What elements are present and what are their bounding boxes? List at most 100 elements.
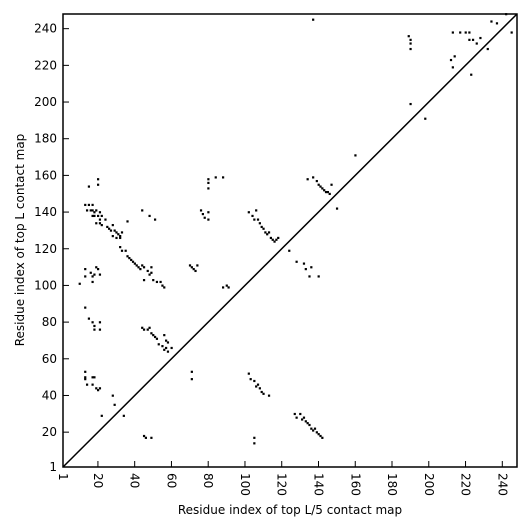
contact-point — [207, 178, 210, 181]
contact-point — [148, 273, 151, 276]
contact-point — [146, 269, 149, 273]
contact-point — [471, 38, 475, 41]
contact-point — [260, 225, 263, 229]
contact-point — [113, 403, 116, 406]
contact-point — [91, 209, 94, 212]
contact-point — [409, 102, 412, 106]
contact-point — [312, 176, 315, 179]
contact-point — [221, 176, 225, 179]
contact-point — [304, 420, 307, 423]
contact-point — [141, 264, 144, 267]
y-tick-label: 180 — [34, 132, 57, 146]
contact-point — [155, 280, 159, 284]
contact-point — [91, 275, 94, 278]
contact-point — [150, 271, 153, 274]
contact-point — [321, 187, 324, 190]
contact-point — [328, 192, 331, 196]
contact-point — [317, 275, 320, 278]
contact-point — [255, 385, 258, 388]
contact-point — [120, 249, 124, 252]
contact-point — [335, 207, 339, 210]
x-tick-label: 200 — [422, 473, 436, 496]
contact-point — [104, 218, 107, 221]
contact-point — [91, 214, 94, 218]
x-tick-label: 80 — [201, 473, 215, 488]
contact-point — [468, 31, 471, 34]
contact-point — [100, 214, 103, 218]
contact-point — [87, 203, 91, 207]
contact-point — [330, 183, 333, 186]
x-tick-label: 240 — [495, 473, 509, 496]
contact-point — [221, 286, 225, 289]
contact-point — [93, 324, 96, 328]
contact-point — [139, 268, 142, 271]
contact-point — [97, 178, 100, 181]
contact-point — [152, 334, 155, 337]
contact-point — [98, 321, 102, 324]
contact-point — [97, 389, 100, 392]
contact-point — [308, 275, 311, 278]
contact-point — [91, 376, 94, 379]
contact-point — [407, 35, 410, 38]
contact-point — [117, 233, 120, 236]
contact-point — [310, 266, 313, 269]
x-tick-label: 160 — [348, 473, 362, 496]
contact-point — [277, 236, 280, 240]
contact-point — [152, 279, 155, 282]
contact-point — [115, 236, 118, 240]
contact-point — [97, 214, 100, 218]
contact-point — [225, 284, 228, 287]
contact-point — [130, 258, 133, 262]
contact-point — [409, 42, 412, 45]
contact-point — [165, 346, 168, 350]
contact-point — [142, 328, 146, 331]
contact-point — [170, 346, 173, 350]
contact-point — [111, 223, 114, 227]
x-axis-label: Residue index of top L/5 contact map — [178, 503, 402, 517]
contact-point — [271, 238, 274, 241]
y-axis-label: Residue index of top L contact map — [13, 134, 27, 347]
contact-point — [100, 414, 103, 417]
contact-point — [262, 392, 265, 395]
y-tick-label: 140 — [34, 205, 57, 219]
contact-point — [260, 390, 263, 394]
contact-point — [135, 264, 138, 267]
y-tick-label: 1 — [49, 460, 57, 474]
contact-point — [317, 433, 320, 436]
contact-point — [306, 422, 309, 425]
y-tick-label: 120 — [34, 242, 57, 256]
contact-point — [161, 345, 164, 348]
contact-point — [91, 321, 94, 324]
contact-point — [190, 378, 193, 381]
y-tick-label: 60 — [42, 352, 57, 366]
contact-point — [295, 260, 298, 263]
contact-point — [100, 223, 103, 227]
contact-point — [133, 262, 136, 265]
contact-point — [317, 183, 320, 186]
contact-point — [207, 181, 210, 185]
contact-point — [267, 394, 271, 397]
contact-point — [98, 273, 102, 276]
contact-point — [319, 434, 322, 438]
contact-point — [264, 231, 267, 234]
contact-point — [163, 286, 166, 289]
x-tick-label: 180 — [385, 473, 399, 496]
contact-point — [93, 211, 96, 214]
contact-point — [126, 255, 129, 258]
contact-point — [85, 383, 89, 386]
contact-point — [475, 42, 478, 45]
contact-point — [449, 58, 453, 62]
contact-point — [275, 238, 278, 241]
contact-point — [249, 378, 252, 381]
contact-point — [146, 328, 149, 331]
contact-point — [321, 436, 324, 439]
contact-point — [319, 185, 322, 188]
contact-point — [196, 264, 199, 267]
contact-point — [424, 117, 427, 120]
contact-point — [207, 187, 210, 190]
contact-point — [258, 387, 261, 390]
contact-point — [312, 429, 315, 432]
contact-point — [97, 183, 100, 186]
contact-point — [269, 236, 272, 240]
contact-point — [451, 31, 454, 34]
